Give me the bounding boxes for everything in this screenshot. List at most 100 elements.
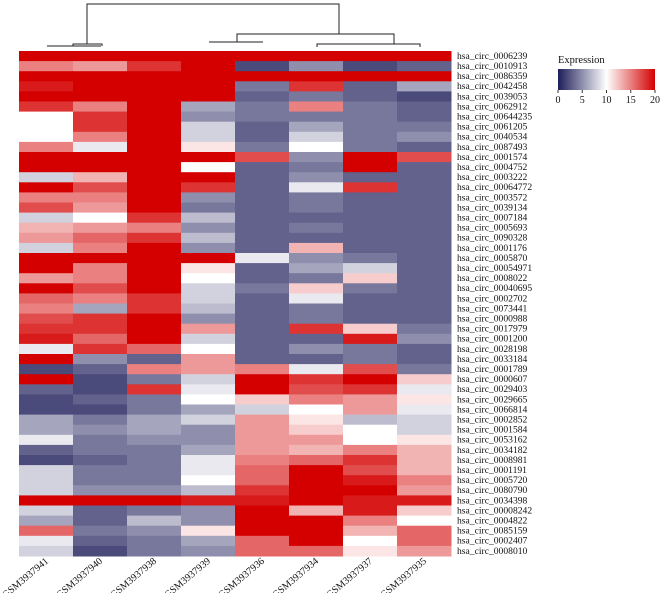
- heatmap-cell: [235, 293, 290, 304]
- heatmap-cell: [127, 333, 182, 345]
- row-label: hsa_circ_0087493: [457, 142, 528, 153]
- dendrogram-branch-right-group: [236, 33, 395, 44]
- heatmap-cell: [343, 81, 398, 92]
- heatmap-cell: [397, 343, 452, 355]
- column-label: GSM3937938: [108, 556, 158, 593]
- heatmap-cell: [19, 414, 74, 426]
- heatmap-cell: [397, 444, 452, 456]
- row-label: hsa_circ_0029403: [457, 384, 528, 395]
- heatmap-cell: [289, 131, 344, 143]
- heatmap-cell: [343, 303, 398, 315]
- row-label: hsa_circ_0053162: [457, 435, 528, 446]
- row-label: hsa_circ_0028198: [457, 344, 528, 355]
- row-label: hsa_circ_0002852: [457, 414, 528, 425]
- heatmap-cell: [343, 414, 398, 426]
- heatmap-cell: [397, 192, 452, 203]
- row-label: hsa_circ_0006239: [457, 51, 528, 62]
- heatmap-cell: [19, 394, 74, 405]
- heatmap-cell: [73, 414, 128, 426]
- heatmap-cell: [181, 444, 236, 456]
- heatmap-cell: [235, 404, 290, 416]
- heatmap-cell: [397, 121, 452, 133]
- row-label: hsa_circ_00040695: [457, 283, 532, 294]
- heatmap-cell: [73, 283, 128, 294]
- heatmap-cell: [73, 354, 128, 365]
- heatmap-cell: [235, 525, 290, 537]
- row-label: hsa_circ_0005720: [457, 475, 528, 486]
- heatmap-cell: [397, 141, 452, 153]
- column-label: GSM3937936: [216, 556, 266, 593]
- heatmap-cell: [343, 192, 398, 203]
- heatmap-cell: [235, 323, 290, 335]
- heatmap-cell: [289, 525, 344, 537]
- heatmap-cell: [73, 545, 128, 557]
- heatmap-cell: [127, 253, 182, 264]
- heatmap-cell: [127, 354, 182, 365]
- heatmap-cell: [127, 323, 182, 335]
- heatmap-cell: [19, 283, 74, 294]
- heatmap-cell: [127, 283, 182, 294]
- row-label: hsa_circ_00008242: [457, 505, 532, 516]
- heatmap-cell: [289, 303, 344, 315]
- heatmap-cell: [73, 61, 128, 72]
- heatmap-cell: [181, 303, 236, 315]
- heatmap-cell: [289, 434, 344, 446]
- heatmap-cell: [127, 71, 182, 82]
- heatmap-cell: [181, 131, 236, 143]
- heatmap-cell: [181, 525, 236, 537]
- heatmap-cell: [127, 495, 182, 506]
- heatmap-cell: [235, 434, 290, 446]
- heatmap-cell: [397, 263, 452, 274]
- heatmap-cell: [235, 232, 290, 244]
- heatmap-cell: [181, 485, 236, 496]
- heatmap-cell: [19, 192, 74, 203]
- heatmap-cell: [73, 253, 128, 264]
- heatmap-cell: [343, 424, 398, 436]
- heatmap-cell: [343, 232, 398, 244]
- heatmap-cell: [19, 485, 74, 496]
- heatmap-cell: [19, 364, 74, 375]
- row-label: hsa_circ_0061205: [457, 122, 528, 133]
- heatmap-cell: [343, 202, 398, 214]
- heatmap-cell: [73, 51, 128, 62]
- heatmap-cell: [181, 172, 236, 183]
- heatmap-cell: [397, 242, 452, 254]
- heatmap-cell: [127, 404, 182, 416]
- heatmap-cell: [397, 515, 452, 527]
- heatmap-cell: [19, 212, 74, 224]
- heatmap-cell: [73, 192, 128, 203]
- heatmap-cell: [127, 263, 182, 274]
- heatmap-cell: [73, 495, 128, 506]
- heatmap-cell: [127, 202, 182, 214]
- heatmap-cell: [19, 273, 74, 284]
- heatmap-cell: [19, 121, 74, 133]
- heatmap-cell: [73, 152, 128, 163]
- row-label: hsa_circ_0090328: [457, 233, 528, 244]
- heatmap-cell: [181, 91, 236, 102]
- heatmap-cell: [127, 343, 182, 355]
- heatmap-cell: [397, 414, 452, 426]
- heatmap-cell: [343, 293, 398, 304]
- heatmap-cell: [235, 242, 290, 254]
- heatmap-cell: [181, 101, 236, 113]
- heatmap-cell: [397, 323, 452, 335]
- heatmap-cell: [289, 212, 344, 224]
- heatmap-cell: [289, 394, 344, 405]
- heatmap-cell: [289, 283, 344, 294]
- heatmap-cell: [343, 182, 398, 193]
- row-label: hsa_circ_0005870: [457, 253, 528, 264]
- row-label: hsa_circ_00644235: [457, 111, 532, 122]
- dendrogram-branch-top: [86, 3, 340, 44]
- heatmap-cell: [235, 51, 290, 62]
- heatmap-cell: [73, 162, 128, 173]
- heatmap-cell: [181, 263, 236, 274]
- heatmap-cell: [343, 485, 398, 496]
- heatmap-cell: [397, 111, 452, 123]
- heatmap-cell: [289, 162, 344, 173]
- heatmap-cell: [19, 303, 74, 315]
- heatmap-cell: [397, 505, 452, 517]
- heatmap-cell: [289, 141, 344, 153]
- row-label: hsa_circ_0034398: [457, 495, 528, 506]
- heatmap-cell: [19, 424, 74, 436]
